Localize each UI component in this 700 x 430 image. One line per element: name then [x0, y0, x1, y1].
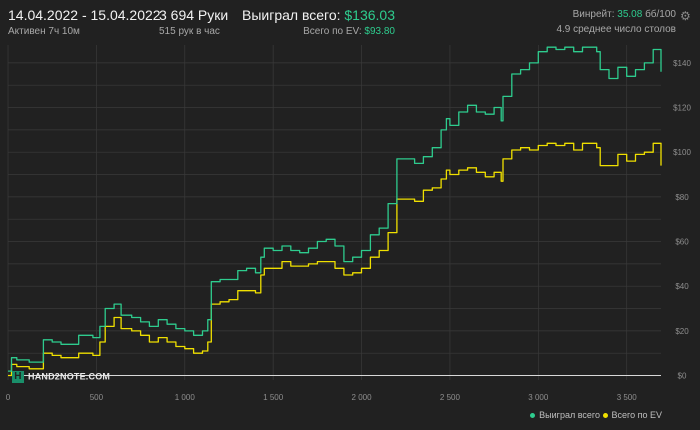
legend-item-won[interactable]: Выиграл всего — [530, 410, 600, 420]
won-label: Выиграл всего: — [242, 7, 341, 23]
x-tick-label: 1 000 — [175, 393, 196, 402]
y-tick-label: $40 — [675, 282, 689, 291]
gear-icon[interactable]: ⚙ — [680, 9, 691, 23]
x-tick-label: 2 500 — [440, 393, 461, 402]
y-tick-label: $20 — [675, 327, 689, 336]
x-tick-label: 3 500 — [617, 393, 638, 402]
hands-block: 3 694 Руки 515 рук в час — [159, 6, 228, 39]
date-range: 14.04.2022 - 15.04.2022 — [8, 7, 161, 23]
ev-label: Всего по EV: — [303, 26, 362, 37]
winrate-block: Винрейт: 35.08 бб/100 4.9 среднее число … — [556, 6, 676, 37]
y-tick-label: $100 — [673, 148, 691, 157]
hands-count: 3 694 Руки — [159, 7, 229, 23]
x-tick-label: 2 000 — [352, 393, 373, 402]
series-line-ev — [8, 142, 662, 377]
y-axis-ticks: $0 $20 $40 $60 $80 $100 $120 $140 — [673, 59, 691, 381]
series-line-won — [8, 46, 662, 372]
session-dates-block: 14.04.2022 - 15.04.2022 Активен 7ч 10м — [8, 6, 161, 39]
legend-item-ev[interactable]: Всего по EV — [602, 410, 662, 420]
legend-ev-label: Всего по EV — [611, 410, 662, 420]
y-tick-label: $0 — [678, 372, 687, 381]
y-tick-label: $80 — [675, 193, 689, 202]
winnings-block: Выиграл всего: $136.03 Всего по EV: $93.… — [242, 6, 395, 39]
chart-grid — [7, 45, 661, 380]
logo-text: HAND2NOTE.COM — [28, 371, 111, 382]
avg-tables: 4.9 среднее число столов — [556, 24, 676, 35]
x-tick-label: 0 — [6, 393, 11, 402]
ev-value: $93.80 — [364, 26, 395, 37]
winrate-value: 35.08 — [617, 9, 643, 20]
legend-ev-dot — [602, 413, 608, 419]
winrate-unit: бб/100 — [645, 9, 676, 20]
x-tick-label: 3 000 — [528, 393, 549, 402]
winrate-label: Винрейт: — [572, 9, 615, 20]
hands-per-hour: 515 рук в час — [159, 26, 220, 37]
x-tick-label: 500 — [90, 393, 104, 402]
x-tick-label: 1 500 — [263, 393, 284, 402]
y-tick-label: $60 — [675, 238, 689, 247]
hand2note-logo: H HAND2NOTE.COM — [12, 371, 110, 383]
y-tick-label: $140 — [673, 59, 691, 68]
x-axis-ticks: 0 500 1 000 1 500 2 000 2 500 3 000 3 500 — [6, 393, 637, 402]
chart-series — [8, 46, 662, 377]
legend-won-label: Выиграл всего — [539, 410, 600, 420]
hand2note-logo-icon: H — [12, 371, 24, 383]
won-value: $136.03 — [344, 7, 395, 23]
legend-won-dot — [530, 413, 536, 419]
active-time: Активен 7ч 10м — [8, 26, 80, 37]
y-tick-label: $120 — [673, 104, 691, 113]
